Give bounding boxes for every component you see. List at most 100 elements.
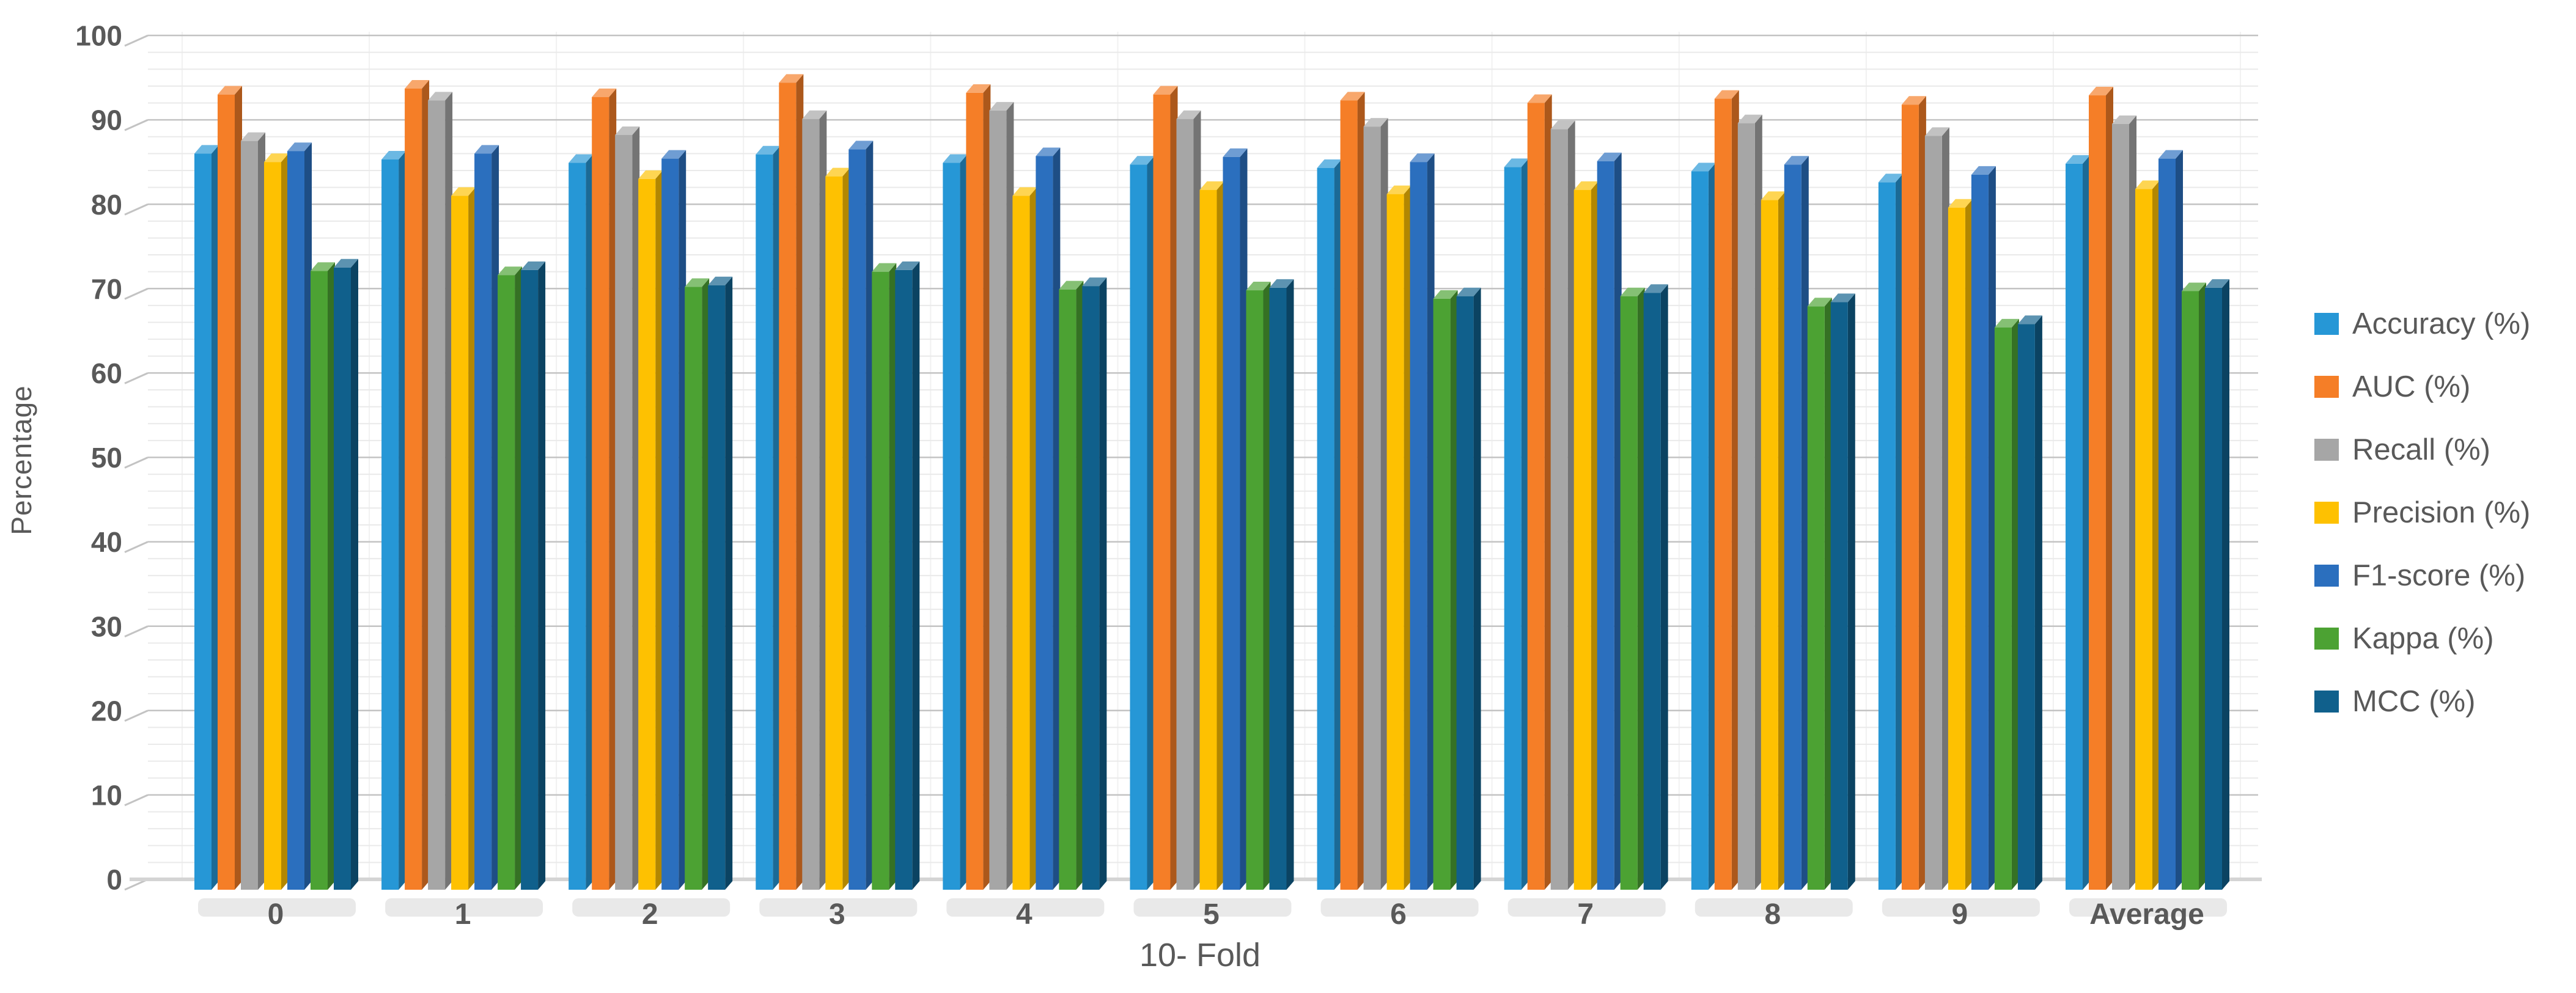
legend-swatch-icon [2314, 564, 2339, 587]
bar-side-6 [1404, 185, 1411, 890]
axis-tick-connector [124, 625, 149, 638]
bar-side-0 [304, 142, 312, 890]
bar-kappa-7 [1620, 296, 1638, 890]
bar-recall-1 [428, 100, 446, 890]
bar-accuracy-4 [943, 163, 960, 890]
group-floor-shadow [1882, 898, 2040, 917]
bar-precision-7 [1573, 189, 1591, 890]
bar-top-4 [989, 101, 1014, 111]
bar-auc-0 [218, 94, 235, 890]
bar-top-6 [1456, 287, 1481, 296]
bar-top-6 [1363, 118, 1388, 127]
bar-auc-1 [405, 89, 422, 890]
bar-top-4 [1059, 280, 1084, 290]
bar-side-0 [258, 132, 265, 890]
bar-precision-2 [638, 178, 656, 890]
axis-tick-connector [124, 287, 149, 300]
bar-side-Average [2222, 279, 2229, 890]
axis-tick-connector [124, 794, 149, 807]
bar-top-8 [1691, 163, 1716, 172]
bar-top-7 [1573, 181, 1599, 190]
bar-side-5 [1147, 156, 1155, 890]
bar-recall-5 [1176, 119, 1194, 890]
bar-f1-score-7 [1597, 161, 1614, 890]
legend-swatch-icon [2314, 312, 2339, 335]
bar-top-0 [218, 86, 242, 95]
bar-side-0 [351, 258, 358, 890]
bar-recall-9 [1924, 136, 1942, 890]
group-floor-shadow [946, 898, 1105, 917]
bar-recall-3 [802, 119, 820, 890]
bar-side-8 [1754, 114, 1762, 890]
bar-top-8 [1761, 191, 1786, 200]
legend-label: Precision (%) [2352, 496, 2531, 529]
group-floor-shadow [198, 898, 356, 917]
bar-auc-4 [966, 92, 984, 890]
bar-side-9 [1988, 166, 1996, 890]
legend-label: F1-score (%) [2352, 559, 2526, 592]
bar-side-7 [1660, 284, 1668, 890]
bar-side-Average [2176, 150, 2183, 890]
bar-top-2 [615, 126, 640, 135]
bar-side-2 [655, 170, 663, 890]
bar-auc-8 [1714, 98, 1732, 890]
bar-mcc-3 [895, 269, 913, 890]
bar-accuracy-1 [381, 159, 399, 890]
bar-f1-score-4 [1036, 156, 1053, 890]
bar-top-6 [1410, 153, 1435, 163]
bar-top-8 [1737, 114, 1762, 123]
bar-top-3 [825, 167, 850, 177]
bar-kappa-Average [2182, 291, 2199, 890]
bar-side-4 [1006, 101, 1014, 890]
bar-top-4 [966, 84, 991, 93]
legend-label: AUC (%) [2352, 370, 2471, 403]
bar-side-8 [1801, 156, 1809, 890]
bar-top-Average [2182, 282, 2206, 291]
bar-kappa-8 [1807, 306, 1825, 890]
legend-item: MCC (%) [2314, 670, 2530, 733]
bar-side-4 [983, 84, 991, 890]
bar-auc-2 [592, 97, 609, 890]
bar-top-4 [1012, 187, 1037, 196]
bar-side-Average [2083, 155, 2090, 890]
bar-side-5 [1240, 148, 1248, 890]
bar-auc-5 [1153, 94, 1171, 890]
bar-accuracy-6 [1317, 167, 1334, 890]
y-tick-label: 80 [91, 189, 122, 221]
bar-top-1 [498, 266, 523, 276]
bar-top-Average [2112, 115, 2136, 125]
bar-accuracy-5 [1130, 164, 1147, 890]
bar-top-4 [943, 154, 968, 163]
bar-auc-6 [1340, 100, 1358, 890]
bar-side-8 [1708, 163, 1716, 890]
bar-top-7 [1643, 284, 1668, 293]
bar-top-Average [2158, 150, 2183, 159]
bar-side-8 [1824, 298, 1832, 890]
bar-precision-8 [1761, 200, 1778, 890]
x-category-label: 1 [455, 898, 471, 931]
bar-accuracy-0 [194, 153, 212, 890]
bar-side-8 [1731, 90, 1739, 890]
bar-side-8 [1847, 293, 1855, 890]
bar-f1-score-Average [2158, 158, 2176, 890]
bar-top-Average [2066, 155, 2090, 164]
bar-kappa-0 [311, 271, 328, 890]
y-tick-label: 30 [91, 610, 122, 642]
bar-side-Average [2152, 180, 2160, 890]
bar-side-2 [679, 150, 686, 890]
bar-kappa-5 [1246, 290, 1264, 890]
bar-side-3 [842, 167, 850, 890]
bar-side-4 [1029, 187, 1037, 890]
bar-side-6 [1357, 92, 1365, 890]
bar-side-6 [1427, 153, 1435, 890]
bar-side-3 [796, 74, 804, 890]
bar-top-3 [756, 145, 781, 155]
bar-accuracy-9 [1878, 182, 1896, 890]
legend-item: AUC (%) [2314, 355, 2530, 418]
bar-top-7 [1527, 94, 1552, 103]
bar-top-1 [451, 187, 476, 196]
bar-side-1 [515, 266, 523, 890]
bar-f1-score-5 [1223, 156, 1240, 890]
bar-precision-4 [1012, 196, 1030, 890]
